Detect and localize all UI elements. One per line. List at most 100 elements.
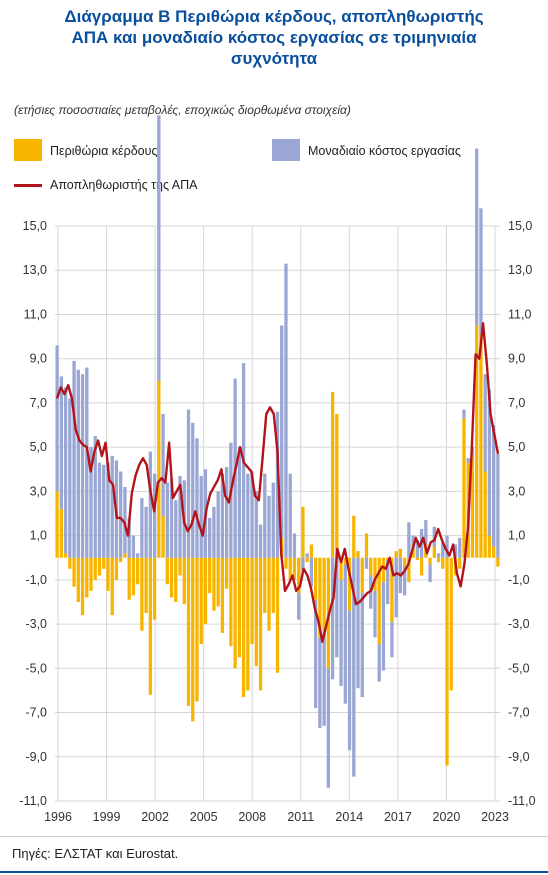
bar-ulc: [280, 325, 284, 538]
bar-ulc: [428, 564, 432, 583]
bar-profit: [428, 557, 432, 565]
bar-profit: [89, 557, 93, 591]
bar-profit: [386, 557, 390, 560]
bar-ulc: [326, 668, 331, 788]
bar-profit: [148, 557, 153, 695]
bar-ulc: [208, 517, 212, 558]
bar-profit: [178, 557, 182, 576]
bar-ulc: [322, 630, 326, 726]
bar-ulc: [119, 471, 123, 558]
bar-profit: [63, 553, 68, 558]
y-tick-label-left: 13,0: [23, 263, 47, 277]
y-tick-label-right: 5,0: [508, 440, 525, 454]
bar-profit: [491, 546, 496, 558]
bar-profit: [169, 557, 174, 598]
y-tick-label-left: -9,0: [25, 750, 47, 764]
bar-profit: [470, 456, 475, 558]
bar-profit: [458, 557, 462, 569]
bar-profit: [449, 557, 453, 691]
y-tick-label-left: 1,0: [30, 529, 47, 543]
bar-profit: [85, 557, 89, 598]
frame-bottom-rule: [0, 871, 548, 873]
bar-ulc: [364, 557, 369, 569]
bar-profit: [271, 557, 275, 614]
bar-profit: [131, 557, 136, 596]
bar-ulc: [178, 475, 182, 558]
bar-ulc: [496, 453, 500, 558]
bar-ulc: [330, 557, 335, 680]
bar-ulc: [195, 438, 199, 558]
x-tick-label: 2011: [287, 810, 314, 824]
legend-swatch-ulc: [272, 139, 300, 161]
bar-ulc: [229, 442, 233, 558]
bar-ulc: [63, 387, 68, 554]
bar-ulc: [402, 566, 407, 596]
bar-profit: [119, 557, 123, 563]
title-line: ΑΠΑ και μοναδιαίο κόστος εργασίας σε τρι…: [71, 28, 477, 47]
y-tick-label-right: 9,0: [508, 352, 525, 366]
bar-profit: [203, 557, 208, 625]
x-tick-label: 2008: [238, 810, 266, 824]
bar-ulc: [394, 557, 398, 618]
bar-profit: [254, 557, 258, 667]
chart-subtitle: (ετήσιες ποσοστιαίες μεταβολές, εποχικώς…: [14, 103, 351, 117]
title-line: συχνότητα: [230, 49, 318, 68]
bar-ulc: [106, 462, 110, 558]
y-tick-label-right: -11,0: [508, 794, 536, 808]
y-tick-label-left: 9,0: [30, 352, 47, 366]
bar-ulc: [55, 345, 59, 492]
bar-profit: [144, 557, 148, 614]
bar-profit: [208, 557, 212, 594]
bar-ulc: [309, 557, 314, 587]
bar-profit: [241, 557, 246, 698]
line-deflator: [55, 322, 500, 643]
x-tick-label: 2023: [481, 810, 509, 824]
bar-profit: [305, 557, 309, 563]
bar-profit: [487, 535, 492, 558]
bar-ulc: [377, 643, 381, 682]
y-tick-label-left: 11,0: [24, 307, 47, 321]
bar-ulc: [491, 425, 496, 547]
bar-profit: [68, 557, 72, 569]
bar-ulc: [220, 473, 225, 558]
bar-ulc: [458, 537, 462, 558]
bar-ulc: [415, 540, 420, 558]
bar-ulc: [360, 593, 364, 698]
bar-profit: [309, 544, 314, 558]
chart-title: Διάγραμμα Β Περιθώρια κέρδους, αποπληθωρ…: [10, 6, 538, 69]
bar-ulc: [381, 582, 386, 671]
bar-ulc: [127, 517, 131, 558]
bar-profit: [339, 557, 343, 580]
bar-ulc: [97, 462, 102, 558]
y-tick-label-left: 15,0: [23, 219, 47, 233]
bar-profit: [402, 557, 407, 567]
bar-profit: [373, 557, 377, 591]
bar-profit: [394, 551, 398, 558]
bar-profit: [330, 391, 335, 558]
bar-profit: [313, 557, 318, 600]
bar-ulc: [254, 491, 258, 558]
x-tick-label: 2014: [335, 810, 363, 824]
y-tick-label-right: -9,0: [508, 750, 530, 764]
bar-ulc: [407, 522, 411, 558]
bar-profit: [127, 557, 131, 600]
x-tick-label: 1999: [93, 810, 121, 824]
bar-profit: [110, 557, 114, 616]
bar-ulc: [131, 535, 136, 558]
bar-profit: [93, 557, 97, 580]
bar-ulc: [275, 411, 280, 558]
y-tick-label-right: 1,0: [508, 529, 525, 543]
bar-ulc: [373, 590, 377, 638]
bar-profit: [106, 557, 110, 591]
bar-profit: [174, 557, 178, 602]
title-line: Διάγραμμα Β Περιθώρια κέρδους, αποπληθωρ…: [64, 7, 484, 26]
x-tick-label: 2005: [190, 810, 218, 824]
bar-profit: [220, 557, 225, 633]
x-tick-label: 2002: [141, 810, 169, 824]
bar-ulc: [297, 593, 301, 620]
bar-ulc: [436, 553, 441, 558]
bar-ulc: [80, 374, 85, 558]
bar-ulc: [339, 579, 343, 686]
bar-profit: [335, 413, 339, 558]
